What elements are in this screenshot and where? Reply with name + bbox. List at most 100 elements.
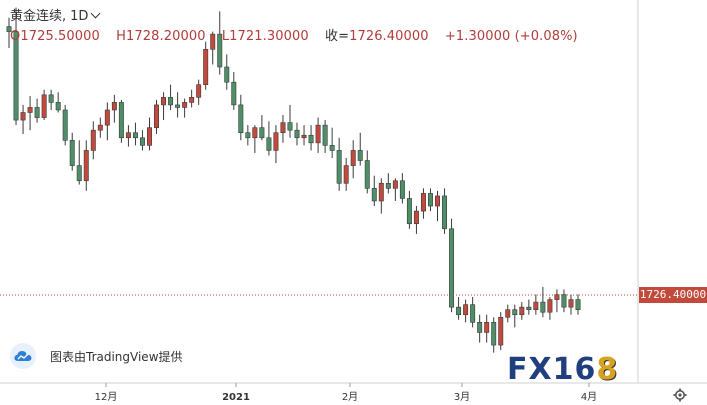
candle-body: [217, 33, 223, 68]
candle-body: [484, 322, 490, 333]
candle-body: [154, 104, 159, 128]
candle: [308, 125, 314, 151]
candle-body: [252, 127, 258, 139]
candle: [287, 104, 293, 138]
candle-body: [83, 150, 89, 182]
candle: [69, 132, 75, 171]
candle-body: [97, 124, 103, 131]
candle-body: [526, 306, 532, 310]
candle-body: [456, 306, 462, 316]
candle-body: [498, 316, 504, 346]
candle-body: [287, 122, 293, 131]
logo-text-fx16: FX16: [507, 351, 597, 387]
candle-body: [147, 127, 152, 146]
candle: [484, 314, 490, 343]
candle-body: [55, 102, 61, 111]
candle: [463, 299, 469, 323]
time-axis-label: 2月: [342, 391, 358, 403]
candle: [196, 79, 202, 105]
candle-body: [259, 127, 265, 139]
candle: [34, 98, 40, 123]
chevron-down-icon[interactable]: [90, 8, 101, 19]
candle: [245, 125, 251, 146]
gear-icon[interactable]: [673, 388, 687, 402]
candle-body: [104, 109, 110, 126]
candle: [294, 122, 300, 146]
candle-body: [41, 94, 47, 118]
candle: [111, 94, 117, 123]
candle: [41, 89, 47, 121]
candle-body: [34, 107, 40, 118]
candle: [428, 188, 433, 212]
candle-body: [90, 129, 96, 151]
candle-body: [315, 124, 321, 144]
candle: [62, 104, 68, 146]
time-axis-label: 2021: [222, 392, 250, 403]
open-value: O1725.50000: [10, 29, 100, 44]
candle: [540, 286, 546, 318]
candle: [526, 299, 532, 315]
candle: [175, 92, 181, 118]
candle-body: [519, 306, 525, 316]
candle: [90, 121, 96, 160]
candle: [154, 99, 159, 134]
candle-body: [512, 309, 518, 316]
candle: [561, 289, 567, 313]
candle: [406, 190, 412, 229]
candle-body: [76, 165, 82, 182]
candle-body: [343, 165, 349, 184]
candle: [512, 304, 518, 328]
candle: [350, 140, 356, 179]
candle: [547, 297, 553, 320]
candle-body: [575, 299, 581, 310]
tradingview-attribution[interactable]: 图表由TradingView提供: [10, 343, 183, 369]
candle: [210, 31, 216, 65]
candle: [20, 104, 26, 134]
time-axis-labels: 12月 2021 2月 3月 4月: [95, 383, 597, 403]
candle: [371, 175, 377, 207]
candle: [505, 304, 511, 323]
candle: [456, 297, 462, 320]
ohlc-readout: O1725.50000 H1728.20000 L1721.30000 收=17…: [10, 25, 590, 44]
candle: [399, 173, 405, 204]
candle-body: [308, 134, 314, 144]
candle: [435, 190, 440, 222]
candle: [336, 137, 342, 191]
candle-body: [20, 112, 26, 121]
candle-body: [463, 304, 469, 316]
candle: [231, 72, 237, 110]
candle: [392, 178, 398, 201]
candle: [364, 150, 370, 194]
candle: [132, 122, 138, 146]
candle-body: [547, 299, 553, 313]
candle: [118, 99, 124, 143]
logo-text-8: 8: [596, 351, 619, 387]
candle-body: [350, 150, 356, 166]
candle: [189, 89, 195, 108]
candle: [575, 294, 581, 315]
candle-body: [533, 301, 539, 310]
candle-body: [125, 132, 131, 139]
candle-body: [568, 299, 574, 308]
candle-body: [477, 322, 483, 333]
candle-body: [364, 160, 370, 189]
time-axis-label: 4月: [581, 391, 597, 403]
candles-layer: [6, 7, 581, 353]
candle: [343, 158, 349, 191]
candle-body: [189, 97, 195, 103]
candle-body: [175, 104, 181, 108]
candle-body: [561, 294, 567, 308]
candle-body: [420, 193, 426, 212]
current-price-tag: 1726.40000: [639, 287, 707, 303]
interval-label: 1D: [70, 9, 89, 24]
chart-header[interactable]: 黄金连续, 1D: [10, 5, 101, 24]
candle-body: [111, 102, 117, 111]
candle-body: [385, 182, 391, 189]
candle-body: [27, 107, 33, 113]
candle: [273, 125, 279, 164]
candle-body: [224, 66, 230, 83]
tradingview-cloud-icon: [10, 343, 36, 369]
candle: [442, 188, 448, 234]
candle: [139, 130, 145, 151]
